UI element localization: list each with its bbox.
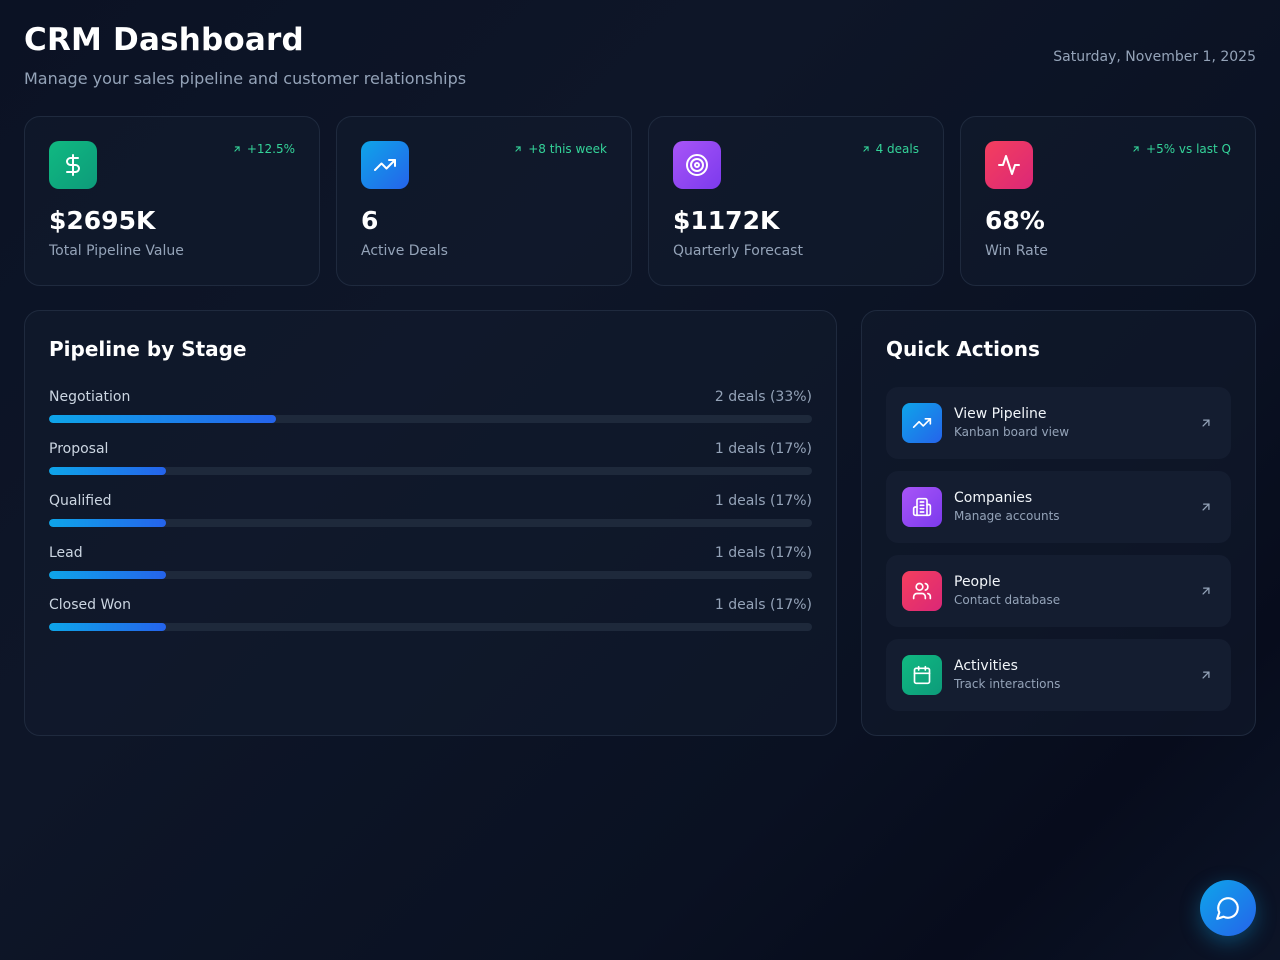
stat-label: Win Rate: [985, 243, 1048, 259]
quick-action-people[interactable]: People Contact database: [886, 555, 1231, 627]
quick-action-activities[interactable]: Activities Track interactions: [886, 639, 1231, 711]
stage-progress-track: [49, 519, 812, 527]
stat-trend-text: +8 this week: [528, 142, 607, 156]
arrow-up-right-icon: [234, 146, 240, 152]
chat-bubble-icon: [1216, 897, 1239, 920]
stat-value: $1172K: [673, 206, 780, 235]
stat-label: Quarterly Forecast: [673, 243, 803, 259]
stage-row-proposal: Proposal 1 deals (17%): [49, 440, 812, 492]
stats-row: +12.5% $2695K Total Pipeline Value +8 th…: [24, 116, 1256, 286]
stage-row-negotiation: Negotiation 2 deals (33%): [49, 388, 812, 440]
stage-row-qualified: Qualified 1 deals (17%): [49, 492, 812, 544]
stat-trend-text: +5% vs last Q: [1146, 142, 1231, 156]
quick-action-view-pipeline[interactable]: View Pipeline Kanban board view: [886, 387, 1231, 459]
stage-row-closed-won: Closed Won 1 deals (17%): [49, 596, 812, 648]
arrow-up-right-icon: [1202, 587, 1210, 595]
stat-trend: +5% vs last Q: [1131, 142, 1231, 156]
target-icon: [673, 141, 721, 189]
quick-action-title: View Pipeline: [954, 406, 1047, 422]
stage-progress-fill: [49, 623, 166, 631]
stage-count: 1 deals (17%): [714, 597, 812, 613]
trending-up-icon: [902, 403, 942, 443]
stat-label: Active Deals: [361, 243, 448, 259]
stage-count: 2 deals (33%): [714, 389, 812, 405]
stage-name: Negotiation: [49, 389, 131, 405]
stat-label: Total Pipeline Value: [49, 243, 184, 259]
stage-progress-fill: [49, 519, 166, 527]
trending-up-icon: [361, 141, 409, 189]
chat-button[interactable]: [1200, 880, 1256, 936]
arrow-up-right-icon: [1202, 671, 1210, 679]
stat-card-active-deals: +8 this week 6 Active Deals: [336, 116, 632, 286]
arrow-up-right-icon: [515, 146, 521, 152]
lower-section: Pipeline by Stage Negotiation 2 deals (3…: [24, 310, 1256, 736]
stage-progress-fill: [49, 415, 276, 423]
quick-action-subtitle: Manage accounts: [954, 509, 1060, 523]
page-header: CRM Dashboard Manage your sales pipeline…: [24, 0, 1256, 116]
current-date: Saturday, November 1, 2025: [1053, 49, 1256, 65]
stage-progress-fill: [49, 467, 166, 475]
users-icon: [902, 571, 942, 611]
quick-actions-list: View Pipeline Kanban board view Companie…: [886, 387, 1231, 723]
stat-trend: +12.5%: [232, 142, 295, 156]
dollar-icon: [49, 141, 97, 189]
page-subtitle: Manage your sales pipeline and customer …: [24, 69, 467, 88]
stat-card-win-rate: +5% vs last Q 68% Win Rate: [960, 116, 1256, 286]
quick-action-title: Companies: [954, 490, 1033, 506]
quick-actions-panel: Quick Actions View Pipeline Kanban board…: [861, 310, 1256, 736]
stage-name: Lead: [49, 545, 83, 561]
stage-count: 1 deals (17%): [714, 545, 812, 561]
arrow-up-right-icon: [1133, 146, 1139, 152]
quick-actions-title: Quick Actions: [886, 337, 1040, 361]
stage-name: Proposal: [49, 441, 109, 457]
pipeline-panel: Pipeline by Stage Negotiation 2 deals (3…: [24, 310, 837, 736]
stage-name: Closed Won: [49, 597, 131, 613]
stat-value: $2695K: [49, 206, 156, 235]
quick-action-subtitle: Contact database: [954, 593, 1061, 607]
stage-list: Negotiation 2 deals (33%) Proposal 1 dea…: [49, 388, 812, 648]
stat-value: 6: [361, 206, 379, 235]
stage-progress-track: [49, 571, 812, 579]
quick-action-subtitle: Kanban board view: [954, 425, 1070, 439]
pipeline-title: Pipeline by Stage: [49, 337, 247, 361]
quick-action-companies[interactable]: Companies Manage accounts: [886, 471, 1231, 543]
stage-progress-track: [49, 467, 812, 475]
stage-progress-track: [49, 623, 812, 631]
stage-row-lead: Lead 1 deals (17%): [49, 544, 812, 596]
activity-icon: [985, 141, 1033, 189]
stat-value: 68%: [985, 206, 1045, 235]
arrow-up-right-icon: [1202, 419, 1210, 427]
quick-action-title: Activities: [954, 658, 1018, 674]
quick-action-title: People: [954, 574, 1001, 590]
stage-progress-fill: [49, 571, 166, 579]
stat-trend: +8 this week: [513, 142, 607, 156]
stage-progress-track: [49, 415, 812, 423]
arrow-up-right-icon: [1202, 503, 1210, 511]
quick-action-subtitle: Track interactions: [954, 677, 1061, 691]
stage-name: Qualified: [49, 493, 112, 509]
stat-trend-text: +12.5%: [246, 142, 295, 156]
calendar-icon: [902, 655, 942, 695]
stage-count: 1 deals (17%): [714, 493, 812, 509]
page-title: CRM Dashboard: [24, 22, 304, 58]
stage-count: 1 deals (17%): [714, 441, 812, 457]
arrow-up-right-icon: [863, 146, 869, 152]
stat-card-quarterly-forecast: 4 deals $1172K Quarterly Forecast: [648, 116, 944, 286]
stat-trend: 4 deals: [861, 142, 919, 156]
stat-trend-text: 4 deals: [875, 142, 919, 156]
stat-card-pipeline-value: +12.5% $2695K Total Pipeline Value: [24, 116, 320, 286]
building-icon: [902, 487, 942, 527]
